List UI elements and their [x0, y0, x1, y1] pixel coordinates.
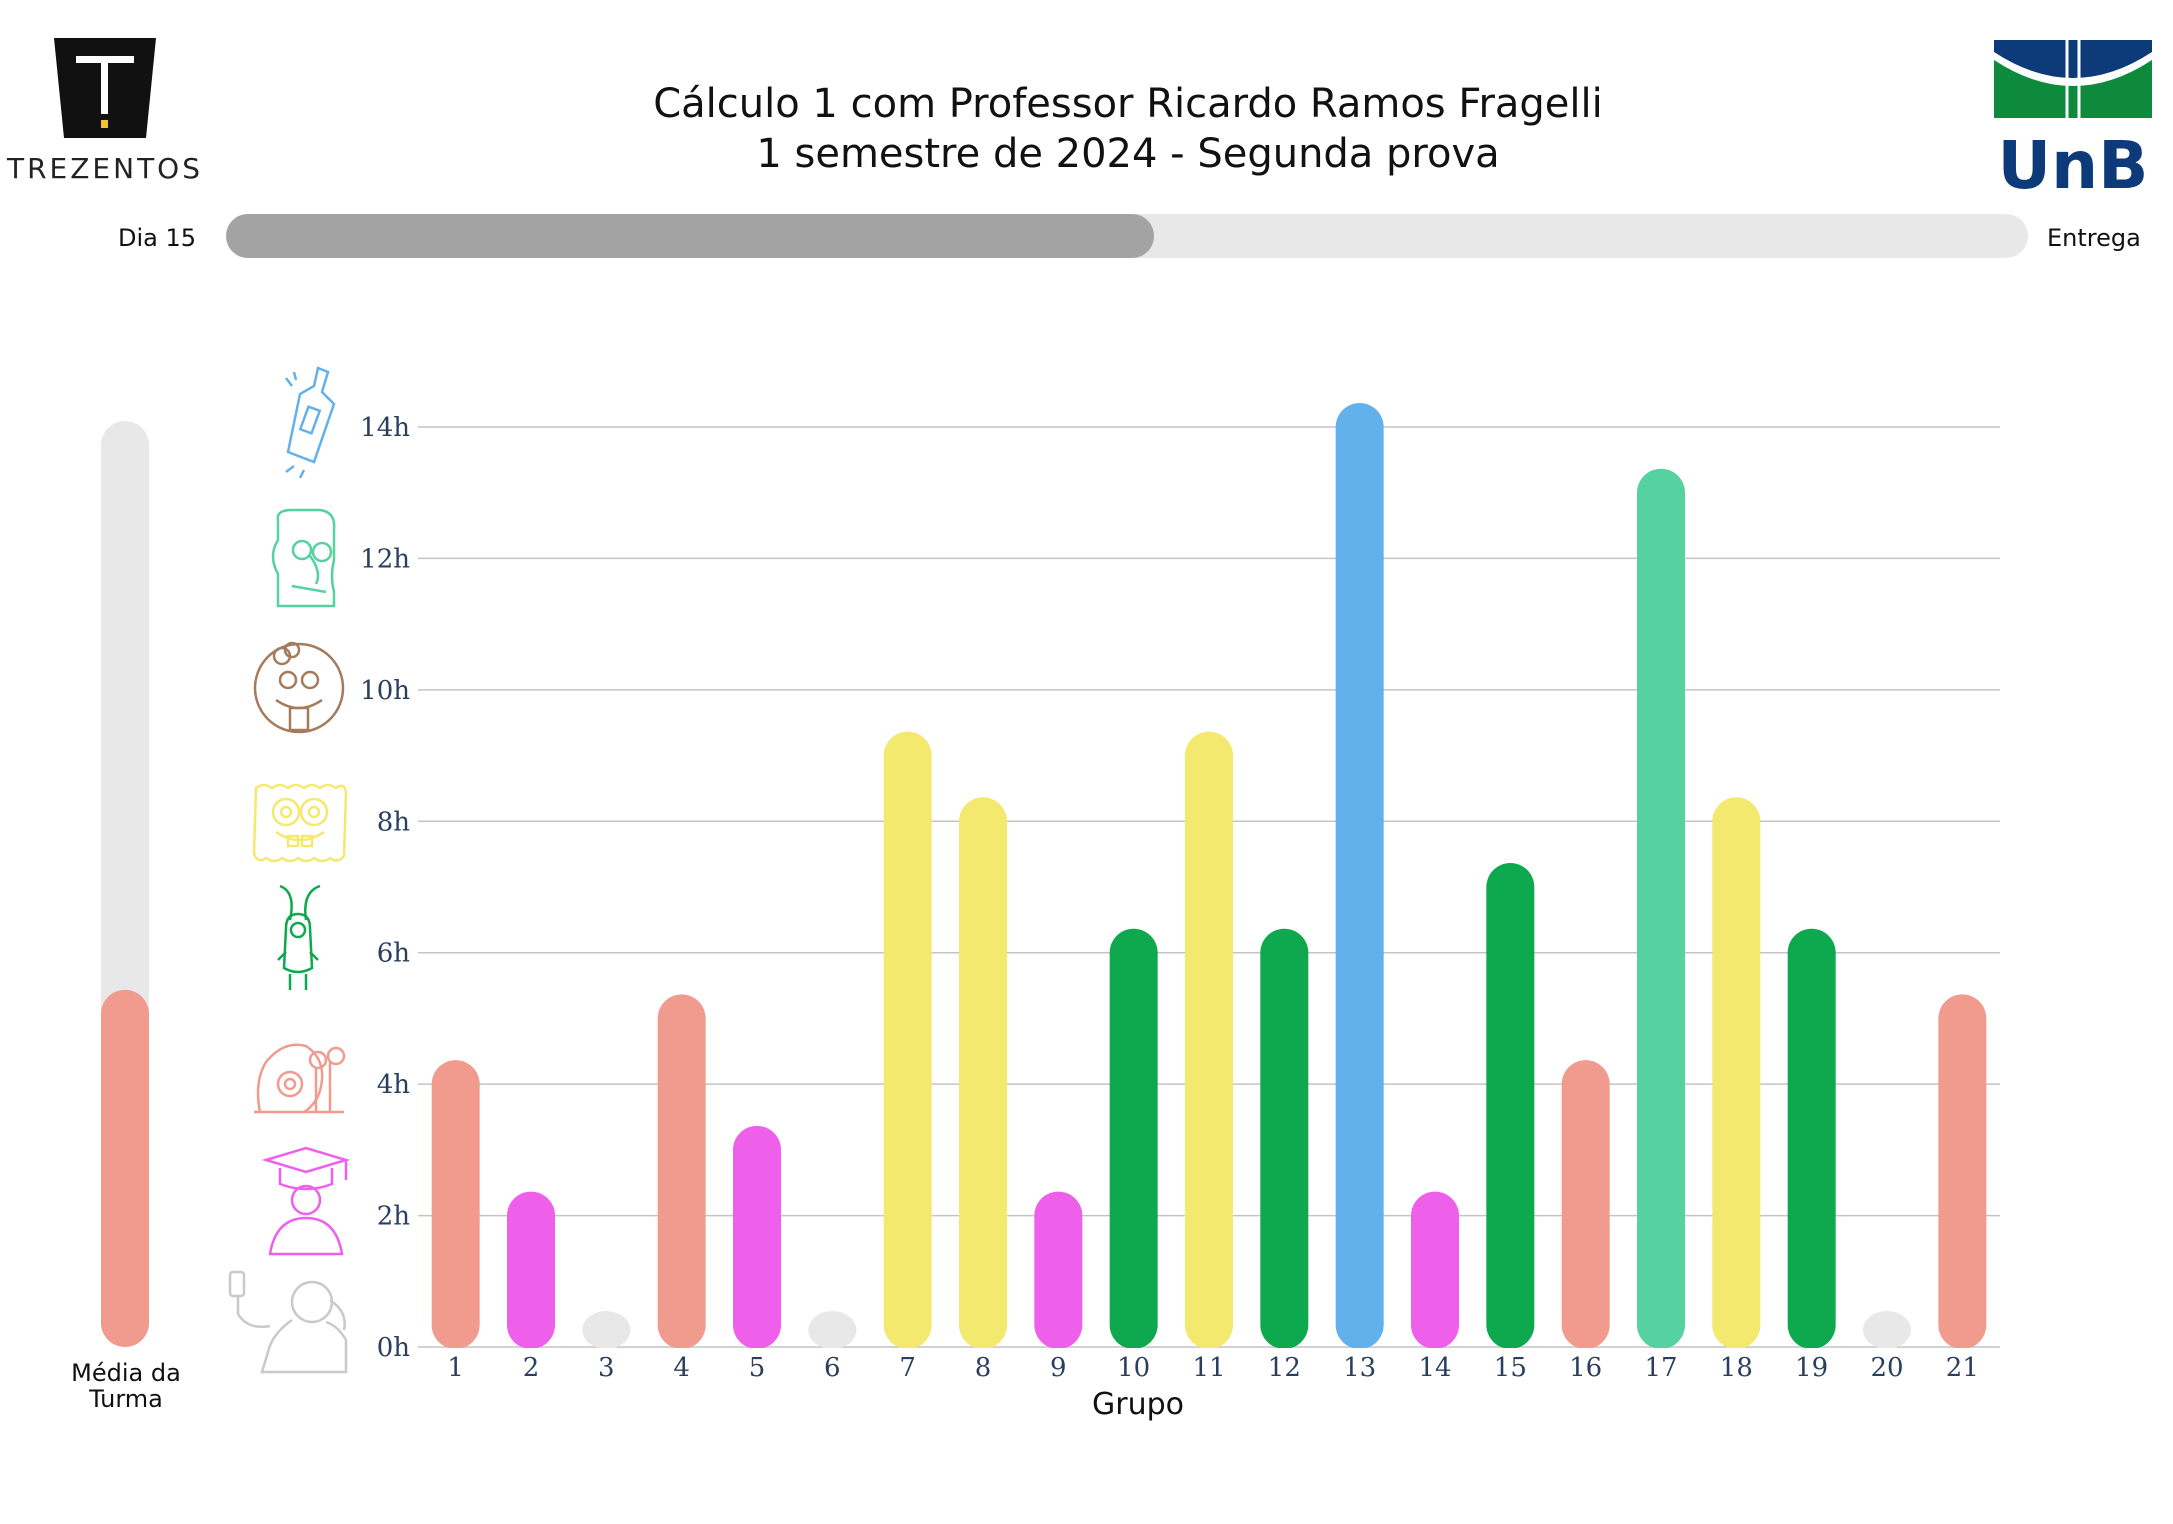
trezentos-logo-text: TREZENTOS: [6, 152, 203, 185]
bar-grupo-21: [1938, 994, 1987, 1349]
bar-grupo-15: [1486, 863, 1535, 1349]
selfie-person-icon: [228, 1270, 348, 1374]
x-axis-title: Grupo: [1092, 1387, 1184, 1422]
bar-grupo-2: [507, 1191, 555, 1349]
y-tick-labels: 0h 2h 4h 6h 8h 10h 12h 14h: [360, 413, 410, 1363]
spongebob-icon: [252, 783, 348, 863]
bar-grupo-16: [1561, 1060, 1610, 1349]
x-tick-label: 4: [673, 1353, 690, 1383]
y-tick-label: 8h: [377, 807, 411, 837]
y-tick-label: 4h: [377, 1070, 411, 1100]
x-tick-label: 7: [899, 1353, 916, 1383]
x-tick-label: 19: [1795, 1353, 1828, 1383]
gary-icon: [254, 1043, 346, 1114]
bar-grupo-18: [1712, 797, 1761, 1349]
x-tick-label: 20: [1870, 1353, 1903, 1383]
bar-grupo-20: [1863, 1311, 1911, 1349]
x-tick-label: 1: [447, 1353, 464, 1383]
bar-grupo-17: [1637, 468, 1685, 1349]
bar-grupo-4: [657, 994, 706, 1349]
bar-grupo-14: [1411, 1191, 1459, 1349]
unb-logo: UnB: [1994, 40, 2152, 204]
trezentos-logo: TREZENTOS: [6, 38, 203, 185]
x-tick-label: 18: [1720, 1353, 1753, 1383]
plankton-icon: [277, 884, 321, 990]
bar-grupo-11: [1185, 731, 1233, 1349]
x-tick-label: 17: [1644, 1353, 1677, 1383]
x-tick-label: 16: [1569, 1353, 1602, 1383]
bar-grupo-6: [808, 1311, 857, 1349]
baseline-mask: [418, 1348, 2000, 1364]
bar-grupo-3: [582, 1311, 631, 1349]
x-tick-label: 11: [1192, 1353, 1225, 1383]
y-tick-label: 2h: [377, 1202, 411, 1232]
progress-start-label: Dia 15: [118, 224, 196, 252]
x-tick-label: 10: [1117, 1353, 1150, 1383]
unb-logo-text: UnB: [1998, 127, 2149, 204]
y-tick-label: 10h: [360, 676, 410, 706]
x-tick-label: 21: [1946, 1353, 1979, 1383]
x-tick-label: 9: [1050, 1353, 1067, 1383]
graduate-icon: [261, 1146, 351, 1256]
bottle-icon: [285, 366, 336, 479]
bar-grupo-7: [883, 731, 932, 1349]
progress-fill: [226, 214, 1155, 258]
y-tick-label: 6h: [377, 939, 411, 969]
average-label-line1: Média da: [71, 1359, 181, 1387]
squidward-icon: [271, 508, 336, 608]
bar-grupo-12: [1260, 928, 1309, 1349]
bar-grupo-1: [431, 1060, 480, 1349]
x-tick-label: 8: [975, 1353, 992, 1383]
bar-grupo-19: [1787, 928, 1836, 1349]
x-tick-label: 3: [598, 1353, 615, 1383]
bar-grupo-8: [959, 797, 1007, 1349]
x-tick-label: 6: [824, 1353, 841, 1383]
sandy-icon: [253, 641, 345, 734]
x-tick-label: 14: [1418, 1353, 1451, 1383]
x-tick-label: 13: [1343, 1353, 1376, 1383]
chart-title-line1: Cálculo 1 com Professor Ricardo Ramos Fr…: [653, 81, 1603, 127]
x-tick-label: 15: [1494, 1353, 1527, 1383]
progress-end-label: Entrega: [2047, 224, 2141, 252]
bar-grupo-9: [1034, 1191, 1083, 1349]
bar-grupo-10: [1109, 928, 1158, 1349]
y-tick-label: 12h: [360, 544, 410, 574]
x-tick-label: 2: [523, 1353, 540, 1383]
y-tick-label: 14h: [360, 413, 410, 443]
y-tick-label: 0h: [377, 1333, 411, 1363]
average-label-line2: Turma: [88, 1385, 163, 1413]
average-fill: [101, 989, 149, 1347]
x-tick-labels: 1 2 3 4 5 6 7 8 9 10 11 12 13 14 15 16 17 18 19 20 21: [447, 1353, 1978, 1383]
bars: [418, 403, 2000, 1364]
x-tick-label: 5: [749, 1353, 766, 1383]
chart-title-line2: 1 semestre de 2024 - Segunda prova: [756, 131, 1499, 177]
bar-grupo-5: [733, 1125, 781, 1349]
bar-grupo-13: [1335, 403, 1384, 1349]
x-tick-label: 12: [1268, 1353, 1301, 1383]
